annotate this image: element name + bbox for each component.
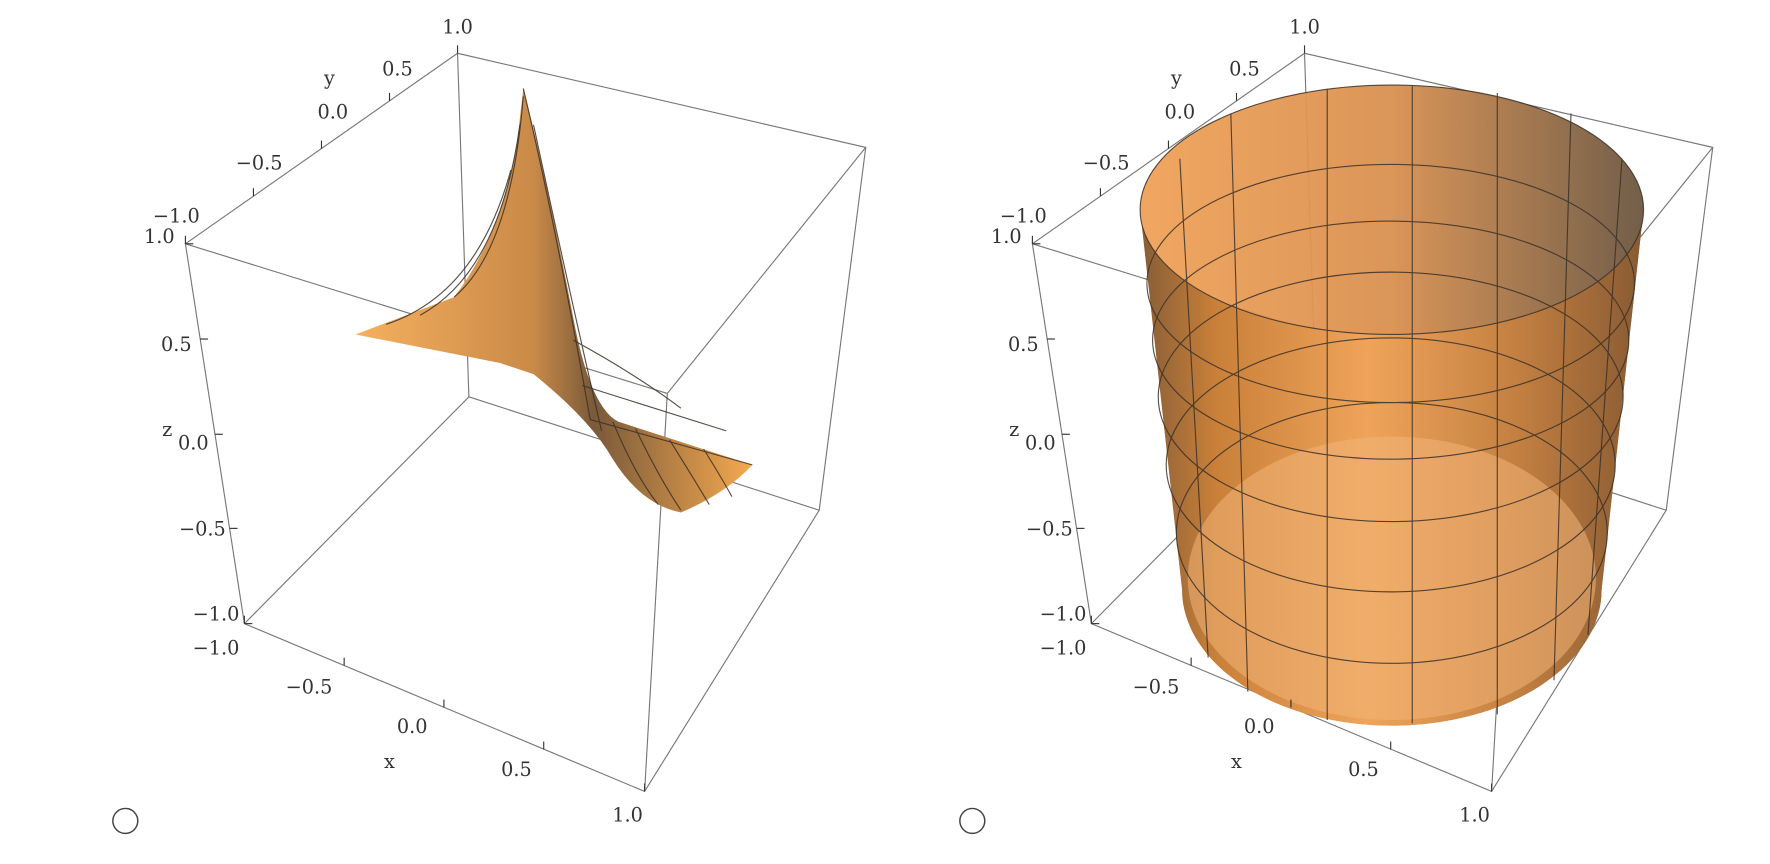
radio-button[interactable] <box>959 807 986 835</box>
radio-button[interactable] <box>112 807 139 835</box>
tick-label: −0.5 <box>1083 151 1130 174</box>
tick-label: −1.0 <box>193 637 240 660</box>
tick-label: −0.5 <box>1133 675 1180 698</box>
tick-label: 0.0 <box>317 100 348 123</box>
axis-label: y <box>323 66 335 89</box>
axis-label: y <box>1170 66 1182 89</box>
axis-label: x <box>1231 750 1242 773</box>
tick-label: 0.0 <box>1244 715 1275 738</box>
surface <box>355 88 753 513</box>
tick-label: −1.0 <box>1040 603 1087 626</box>
tick-label: 0.5 <box>1008 333 1039 356</box>
tick-label: 1.0 <box>144 225 175 248</box>
tick-label: 1.0 <box>442 15 473 38</box>
plot-option-1: −1.0−0.50.00.51.0−1.0−0.50.00.51.0−1.0−0… <box>144 15 867 826</box>
tick-label: −0.5 <box>286 675 333 698</box>
tick-label: −0.5 <box>179 518 226 541</box>
axis-label: x <box>384 750 395 773</box>
axis-label: z <box>162 418 172 441</box>
tick-label: 0.5 <box>1229 57 1260 80</box>
tick-label: −1.0 <box>193 603 240 626</box>
tick-label: 1.0 <box>1289 15 1320 38</box>
tick-label: −0.5 <box>1026 518 1073 541</box>
tick-label: 0.0 <box>1164 100 1195 123</box>
tick-label: 0.5 <box>501 758 532 781</box>
tick-label: 1.0 <box>991 225 1022 248</box>
plot-option-2: −1.0−0.50.00.51.0−1.0−0.50.00.51.0−1.0−0… <box>991 15 1714 826</box>
tick-label: 0.0 <box>178 431 209 454</box>
tick-label: −1.0 <box>1000 205 1047 228</box>
tick-label: −1.0 <box>153 205 200 228</box>
tick-label: 0.5 <box>382 57 413 80</box>
tick-label: 0.0 <box>1025 431 1056 454</box>
tick-label: 1.0 <box>612 803 643 826</box>
surface <box>1139 84 1645 726</box>
axis-label: z <box>1009 418 1019 441</box>
tick-label: −0.5 <box>236 151 283 174</box>
tick-label: 0.5 <box>1348 758 1379 781</box>
tick-label: 0.0 <box>397 715 428 738</box>
tick-label: 1.0 <box>1459 803 1490 826</box>
tick-label: 0.5 <box>161 333 192 356</box>
tick-label: −1.0 <box>1040 637 1087 660</box>
